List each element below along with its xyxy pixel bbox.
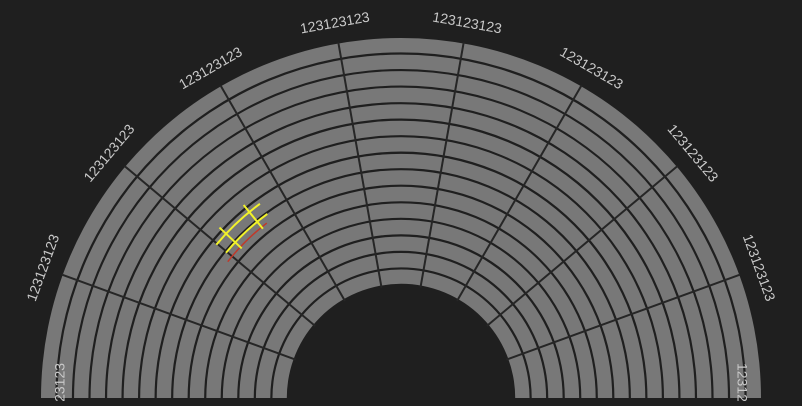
selection-highlight (215, 203, 268, 263)
sector-label-2: 123123123 (23, 232, 62, 304)
selection-start-handle[interactable] (218, 226, 243, 250)
sector-label-1: 123123123 (52, 363, 68, 401)
selection-inner-arc[interactable] (225, 213, 268, 254)
sector-divider-4 (337, 42, 383, 288)
sector-divider-3 (219, 84, 346, 302)
sector-label-6: 123123123 (431, 9, 503, 37)
rings-layer (41, 38, 761, 398)
sector-dividers (61, 42, 741, 361)
sector-label-10: 123123123 (734, 363, 750, 401)
sector-label-9: 123123123 (740, 232, 779, 304)
sector-divider-1 (61, 273, 297, 361)
selection-outer-arc[interactable] (215, 203, 261, 246)
sector-divider-7 (486, 165, 679, 327)
selection-shadow-arc (227, 222, 268, 263)
selection-end-handle[interactable] (242, 204, 264, 230)
sector-divider-5 (419, 42, 465, 288)
sector-divider-8 (505, 273, 741, 361)
ring-band-2[interactable] (255, 252, 547, 398)
ring-band-1[interactable] (272, 269, 530, 398)
sector-divider-6 (456, 84, 583, 302)
sector-divider-2 (123, 165, 316, 327)
sector-label-5: 123123123 (299, 8, 371, 36)
